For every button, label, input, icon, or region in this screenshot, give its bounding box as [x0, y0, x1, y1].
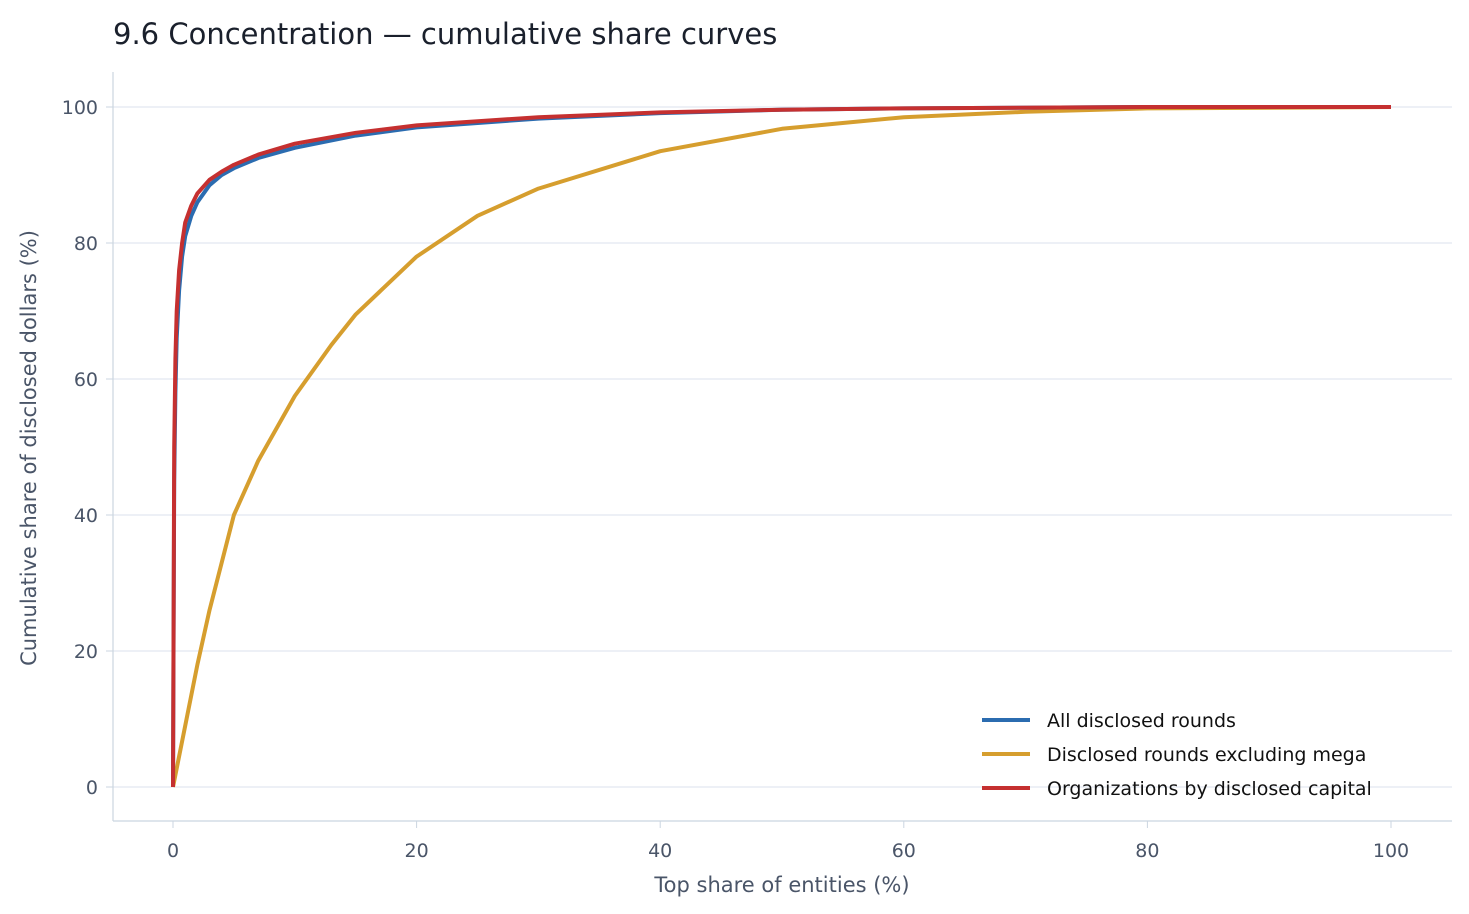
x-tick-label: 80 [1135, 840, 1159, 862]
y-tick-label: 0 [86, 777, 98, 799]
series-line [171, 105, 1392, 788]
x-tick-label: 40 [648, 840, 672, 862]
x-tick-label: 0 [167, 840, 179, 862]
y-tick-label: 80 [74, 233, 98, 255]
y-tick-label: 40 [74, 505, 98, 527]
x-axis-label: Top share of entities (%) [653, 873, 909, 897]
series-line [171, 105, 1391, 788]
y-tick-label: 60 [74, 369, 98, 391]
legend-label: Disclosed rounds excluding mega [1047, 744, 1366, 766]
y-tick-label: 100 [62, 97, 98, 119]
chart-title: 9.6 Concentration — cumulative share cur… [113, 17, 777, 51]
series-line [171, 105, 1391, 788]
legend-label: All disclosed rounds [1047, 710, 1236, 732]
x-tick-label: 20 [405, 840, 429, 862]
y-tick-label: 20 [74, 641, 98, 663]
x-tick-label: 60 [892, 840, 916, 862]
legend-label: Organizations by disclosed capital [1047, 778, 1372, 800]
legend: All disclosed rounds Disclosed rounds exc… [982, 710, 1372, 800]
y-axis-label: Cumulative share of disclosed dollars (%… [17, 230, 41, 666]
x-tick-label: 100 [1373, 840, 1409, 862]
